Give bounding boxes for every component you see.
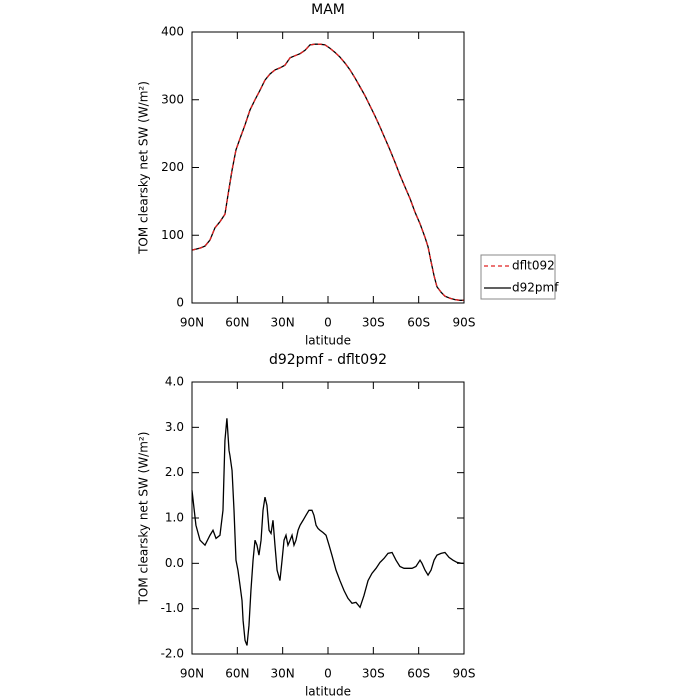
legend-box: [480, 254, 556, 300]
data-line: [191, 418, 464, 646]
x-tick-label: 30S: [362, 667, 385, 681]
x-tick-label: 90S: [453, 667, 476, 681]
y-tick-label: 3.0: [165, 420, 184, 434]
y-tick-label: 100: [161, 228, 184, 242]
x-tick-label: 60N: [225, 316, 249, 330]
y-tick-label: 400: [161, 25, 184, 39]
y-axis-label: TOM clearsky net SW (W/m²): [137, 81, 151, 255]
y-tick-label: 1.0: [165, 511, 184, 525]
y-tick-label: 2.0: [165, 465, 184, 479]
x-tick-label: 90S: [453, 316, 476, 330]
x-tick-label: 30N: [271, 667, 295, 681]
y-axis-label: TOM clearsky net SW (W/m²): [137, 432, 151, 606]
x-tick-label: 90N: [180, 667, 204, 681]
y-tick-label: 300: [161, 92, 184, 106]
plot-frame: [191, 381, 465, 655]
y-tick-label: 4.0: [165, 375, 184, 389]
y-tick-label: -2.0: [161, 647, 184, 661]
legend-label: dflt092: [512, 259, 555, 273]
x-tick-label: 90N: [180, 316, 204, 330]
x-axis-label: latitude: [305, 334, 351, 348]
y-tick-label: 200: [161, 160, 184, 174]
x-axis-label: latitude: [305, 685, 351, 699]
x-tick-label: 0: [324, 667, 332, 681]
y-tick-label: -1.0: [161, 601, 184, 615]
x-tick-label: 0: [324, 316, 332, 330]
chart-title: MAM: [311, 2, 345, 18]
y-tick-label: 0.0: [165, 556, 184, 570]
x-tick-label: 30S: [362, 316, 385, 330]
data-line: [191, 43, 464, 301]
legend-label: d92pmf: [512, 281, 559, 295]
plot-frame: [191, 31, 465, 304]
x-tick-label: 60S: [407, 316, 430, 330]
chart-title: d92pmf - dflt092: [269, 352, 387, 368]
y-tick-label: 0: [176, 296, 184, 310]
x-tick-label: 60S: [407, 667, 430, 681]
data-line: [191, 43, 464, 301]
x-tick-label: 30N: [271, 316, 295, 330]
x-tick-label: 60N: [225, 667, 249, 681]
